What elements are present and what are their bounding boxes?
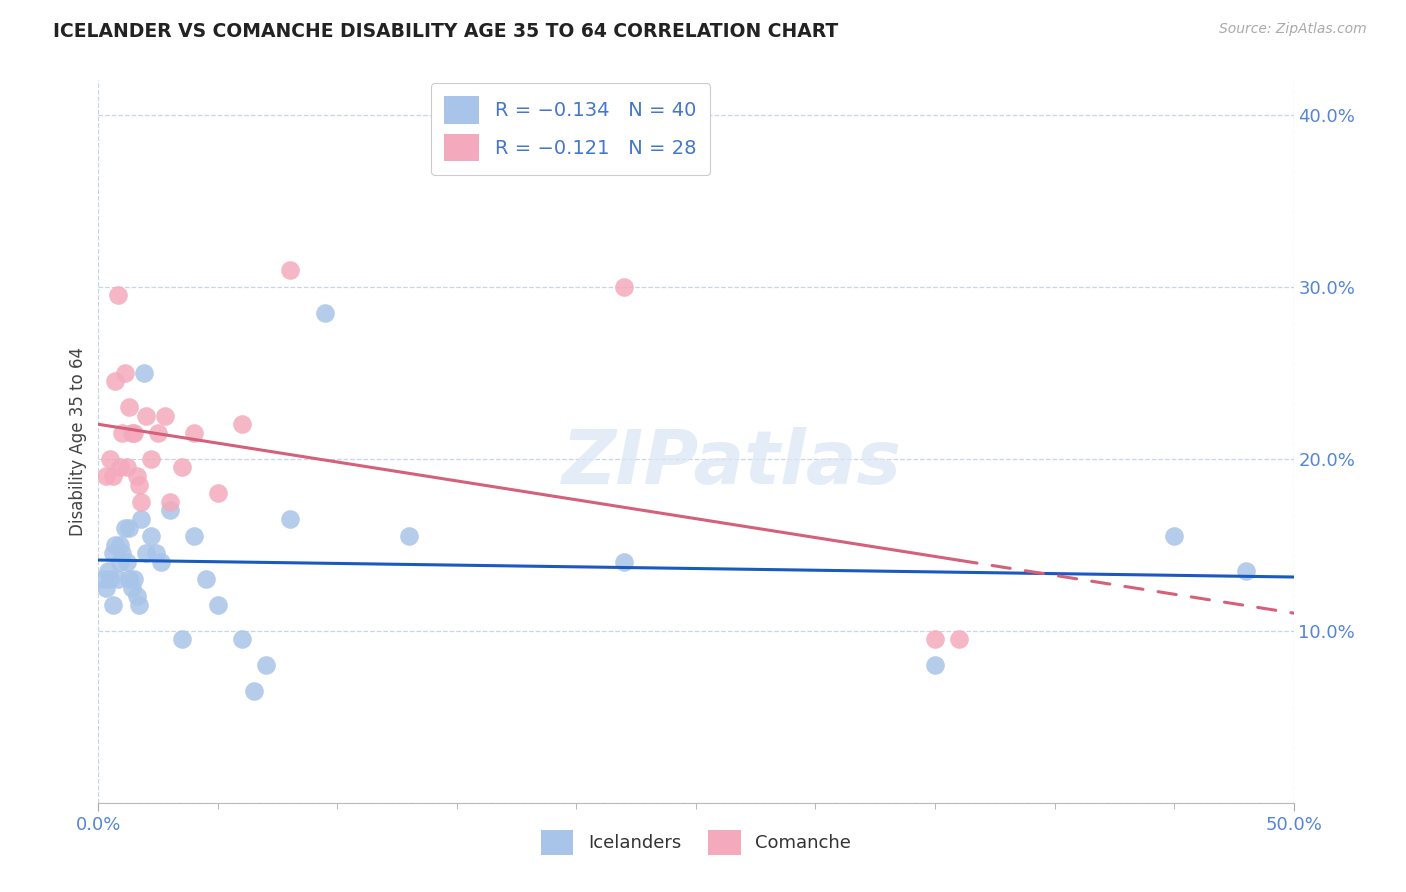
Point: [613, 279, 636, 293]
Text: ZIPatlas: ZIPatlas: [562, 426, 901, 500]
Point: [114, 366, 136, 380]
Text: ICELANDER VS COMANCHE DISABILITY AGE 35 TO 64 CORRELATION CHART: ICELANDER VS COMANCHE DISABILITY AGE 35 …: [53, 22, 838, 41]
Point: [108, 538, 131, 552]
Point: [104, 538, 127, 552]
Point: [159, 494, 181, 508]
Point: [115, 460, 138, 475]
Point: [172, 460, 194, 475]
Point: [124, 425, 146, 440]
Point: [131, 494, 153, 508]
Point: [115, 555, 138, 569]
Point: [1234, 564, 1257, 578]
Point: [155, 409, 177, 423]
Point: [118, 572, 141, 586]
Point: [94, 469, 117, 483]
Point: [125, 590, 148, 604]
Point: [98, 451, 122, 466]
Point: [924, 632, 946, 647]
Point: [183, 529, 205, 543]
Point: [91, 572, 114, 586]
Point: [172, 632, 194, 647]
Point: [125, 469, 148, 483]
Point: [613, 555, 636, 569]
Point: [104, 375, 127, 389]
Point: [948, 632, 970, 647]
Point: [145, 546, 167, 560]
Legend: Icelanders, Comanche: Icelanders, Comanche: [534, 822, 858, 863]
Point: [148, 425, 170, 440]
Point: [111, 546, 134, 560]
Point: [128, 477, 150, 491]
Point: [98, 572, 122, 586]
Point: [924, 658, 946, 673]
Y-axis label: Disability Age 35 to 64: Disability Age 35 to 64: [69, 347, 87, 536]
Point: [1163, 529, 1185, 543]
Point: [128, 598, 150, 612]
Point: [101, 598, 124, 612]
Point: [107, 288, 129, 302]
Point: [139, 451, 162, 466]
Point: [254, 658, 277, 673]
Point: [101, 546, 124, 560]
Point: [111, 425, 134, 440]
Point: [118, 520, 141, 534]
Point: [183, 425, 205, 440]
Point: [398, 529, 420, 543]
Point: [278, 262, 301, 277]
Point: [118, 400, 141, 414]
Point: [124, 572, 146, 586]
Point: [135, 546, 157, 560]
Point: [149, 555, 172, 569]
Point: [195, 572, 218, 586]
Point: [132, 366, 155, 380]
Point: [231, 417, 253, 432]
Point: [131, 512, 153, 526]
Point: [97, 564, 120, 578]
Point: [231, 632, 253, 647]
Point: [139, 529, 162, 543]
Point: [278, 512, 301, 526]
Text: Source: ZipAtlas.com: Source: ZipAtlas.com: [1219, 22, 1367, 37]
Point: [315, 305, 337, 319]
Point: [135, 409, 157, 423]
Point: [207, 598, 229, 612]
Point: [108, 460, 131, 475]
Point: [207, 486, 229, 500]
Point: [108, 555, 131, 569]
Point: [107, 572, 129, 586]
Point: [114, 520, 136, 534]
Point: [121, 425, 143, 440]
Point: [121, 581, 143, 595]
Point: [101, 469, 124, 483]
Point: [94, 581, 117, 595]
Point: [159, 503, 181, 517]
Point: [243, 684, 266, 698]
